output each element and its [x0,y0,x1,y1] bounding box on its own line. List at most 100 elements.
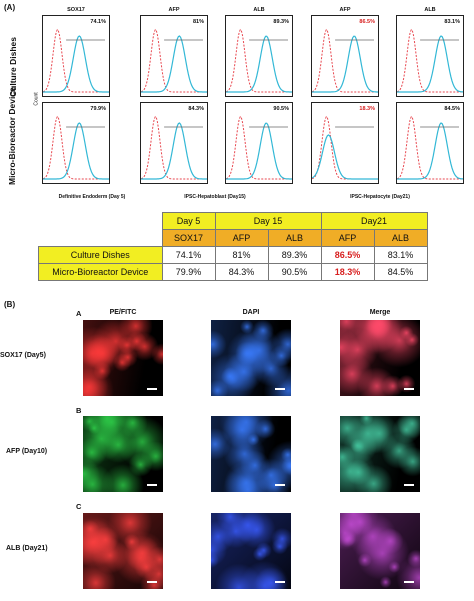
histogram-marker-label: AFP [168,7,180,13]
isotype-curve [226,28,292,93]
stain-curve [397,35,463,93]
histogram-afp-culture: AFP 81% [140,7,208,97]
isotype-curve [397,115,463,180]
caption-day21: IPSC-Hepatocyte (Day21) [350,194,410,200]
column-header-merge: Merge [369,309,391,316]
isotype-curve [141,28,207,93]
table-cell-highlight: 86.5% [320,246,375,264]
caption-day15: IPSC-Hepatoblast (Day15) [184,194,246,200]
panel-b-label: (B) [4,300,16,309]
isotype-curve [312,115,378,180]
marker-header: AFP [320,229,375,247]
table-cell: 84.5% [373,263,428,281]
micrograph-pe-fitc [83,513,163,589]
isotype-curve [397,28,463,93]
table-cell-highlight: 18.3% [320,263,375,281]
histogram-percent: 86.5% [359,19,375,25]
stain-curve [312,134,378,180]
stain-curve [226,35,292,93]
histogram-marker-label: ALB [253,7,265,13]
scale-bar [147,484,157,486]
table-cell: 79.9% [161,263,216,281]
histogram-percent: 84.5% [444,106,460,112]
stain-curve [397,122,463,180]
histogram-alb-culture: ALB 83.1% [396,7,464,97]
histogram-sox17-device: 79.9% [42,102,110,184]
histogram-percent: 74.1% [90,19,106,25]
scale-bar [275,484,285,486]
marker-header: AFP [214,229,269,247]
column-header-dapi: DAPI [242,309,260,316]
scale-bar [404,484,414,486]
row-label-alb: ALB (Day21) [6,545,48,552]
isotype-curve [43,115,109,180]
scale-bar [275,388,285,390]
histogram-percent: 79.9% [90,106,106,112]
isotype-curve [43,28,109,93]
row-label-device: Micro-Bioreactor Device [7,87,17,185]
marker-header: ALB [373,229,428,247]
column-header-pe-fitc: PE/FITC [109,309,137,316]
stain-curve [43,122,109,180]
table-cell: 89.3% [267,246,322,264]
stain-curve [141,122,207,180]
histogram-afp-device: 84.3% [140,102,208,184]
micrograph-dapi [211,513,291,589]
histogram-sox17-culture: SOX17 74.1% [42,7,110,97]
day-header: Day 15 [214,212,322,230]
micrograph-merge [340,513,420,589]
histogram-percent: 18.3% [359,106,375,112]
stain-curve [141,35,207,93]
histogram-marker-label: AFP [339,7,351,13]
table-cell: 84.3% [214,263,269,281]
table-cell: 74.1% [161,246,216,264]
summary-table: Day 5 Day 15 Day21 SOX17 AFP ALB AFP ALB… [38,212,428,281]
caption-day5: Definitive Endoderm (Day 5) [58,194,126,200]
stain-curve [312,35,378,93]
histogram-percent: 81% [192,19,204,25]
histogram-afp-device: 18.3% [311,102,379,184]
scale-bar [404,581,414,583]
isotype-curve [226,115,292,180]
histogram-percent: 83.1% [444,19,460,25]
histogram-percent: 90.5% [273,106,289,112]
row-letter: C [76,502,82,511]
isotype-curve [141,115,207,180]
scale-bar [147,581,157,583]
isotype-curve [312,28,378,93]
row-letter: B [76,406,82,415]
marker-header: SOX17 [161,229,216,247]
row-header: Culture Dishes [38,246,163,264]
row-header: Micro-Bioreactor Device [38,263,163,281]
micrograph-pe-fitc [83,320,163,396]
scale-bar [404,388,414,390]
micrograph-merge [340,320,420,396]
histogram-percent: 84.3% [188,106,204,112]
row-label-sox17: SOX17 (Day5) [0,352,46,359]
day-header: Day21 [320,212,428,230]
histogram-afp-culture: AFP 86.5% [311,7,379,97]
histogram-marker-label: ALB [424,7,436,13]
histogram-alb-device: 90.5% [225,102,293,184]
micrograph-dapi [211,416,291,492]
scale-bar [147,388,157,390]
stain-curve [43,35,109,93]
table-cell: 90.5% [267,263,322,281]
histogram-alb-device: 84.5% [396,102,464,184]
micrograph-dapi [211,320,291,396]
table-cell: 83.1% [373,246,428,264]
scale-bar [275,581,285,583]
micrograph-merge [340,416,420,492]
row-letter: A [76,309,82,318]
stain-curve [226,122,292,180]
micrograph-pe-fitc [83,416,163,492]
row-label-afp: AFP (Day10) [6,448,48,455]
histogram-percent: 89.3% [273,19,289,25]
count-axis-label: Count [33,92,40,106]
histogram-alb-culture: ALB 89.3% [225,7,293,97]
table-cell: 81% [214,246,269,264]
day-header: Day 5 [161,212,216,230]
histogram-marker-label: SOX17 [67,7,85,13]
marker-header: ALB [267,229,322,247]
panel-a-label: (A) [4,3,16,12]
